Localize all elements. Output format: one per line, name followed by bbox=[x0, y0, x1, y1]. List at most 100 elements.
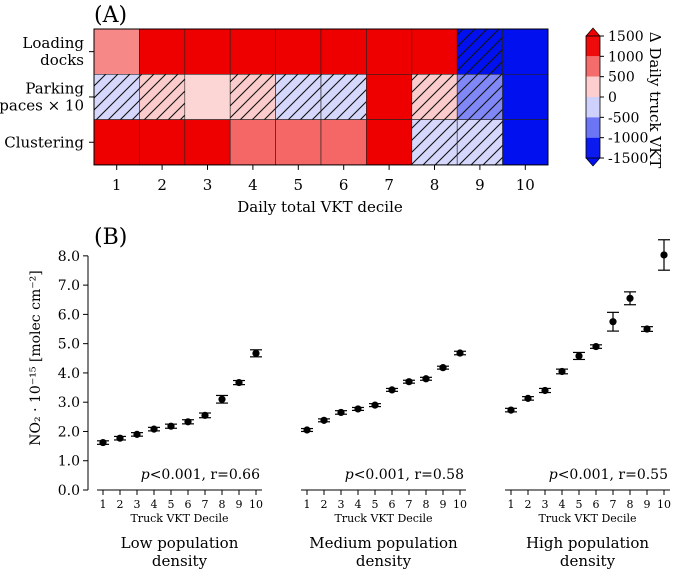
heatmap-cell-hatch bbox=[230, 74, 276, 120]
heatmap-row-label: docks bbox=[40, 51, 84, 69]
heatmap-column-label: 6 bbox=[339, 176, 349, 194]
x-axis-label: Truck VKT Decile bbox=[334, 512, 432, 525]
x-axis-tick-label: 1 bbox=[508, 498, 515, 511]
scatter-subplot: 1 2 3 4 5 6 7 8 9 10 Truck VKT Decile p<0.001, r=0.… bbox=[97, 349, 263, 569]
panel-b-label: (B) bbox=[94, 225, 127, 250]
x-axis-tick-label: 8 bbox=[423, 498, 430, 511]
heatmap-cell bbox=[366, 74, 413, 120]
x-axis-tick-label: 4 bbox=[559, 498, 566, 511]
x-axis-tick-label: 7 bbox=[406, 498, 413, 511]
y-axis-tick-label: 3.0 bbox=[58, 395, 80, 411]
heatmap-cell bbox=[366, 28, 413, 75]
colorbar-min-arrow bbox=[585, 157, 601, 167]
stat-value: <0.001, r=0.58 bbox=[354, 467, 464, 483]
data-point bbox=[252, 349, 260, 357]
data-point bbox=[116, 434, 124, 442]
data-point bbox=[643, 325, 651, 333]
y-axis-tick-label: 4.0 bbox=[58, 366, 80, 382]
heatmap-column-label: 8 bbox=[430, 176, 440, 194]
data-point bbox=[150, 425, 158, 433]
y-axis-tick-label: 5.0 bbox=[58, 337, 80, 353]
stat-value: <0.001, r=0.55 bbox=[558, 467, 668, 483]
stat-p-symbol: p bbox=[549, 467, 558, 483]
heatmap-cell bbox=[275, 28, 322, 75]
y-axis-tick-label: 8.0 bbox=[58, 249, 80, 265]
heatmap-cell bbox=[502, 74, 549, 120]
heatmap-cell-hatch bbox=[411, 119, 458, 165]
heatmap-cell bbox=[229, 119, 276, 166]
x-axis-tick-label: 10 bbox=[249, 498, 263, 511]
heatmap-cell-hatch bbox=[94, 74, 140, 120]
heatmap-column-label: 3 bbox=[203, 176, 213, 194]
data-point bbox=[133, 430, 141, 438]
colorbar-bin bbox=[586, 97, 600, 118]
colorbar-tick-label: 500 bbox=[608, 70, 635, 86]
colorbar-max-arrow bbox=[585, 27, 601, 37]
colorbar-tick-label: 1000 bbox=[608, 49, 644, 65]
data-point bbox=[235, 378, 243, 387]
data-point bbox=[439, 364, 447, 372]
x-axis-tick-label: 1 bbox=[100, 498, 107, 511]
data-point bbox=[575, 352, 583, 360]
data-point bbox=[609, 318, 617, 326]
subplot-title: Medium population bbox=[309, 534, 458, 552]
stat-p-symbol: p bbox=[141, 467, 150, 483]
subplot-title: Low population bbox=[121, 534, 239, 552]
heatmap-x-axis-label: Daily total VKT decile bbox=[237, 198, 403, 216]
data-point bbox=[405, 378, 413, 386]
stat-p-symbol: p bbox=[345, 467, 354, 483]
data-point bbox=[524, 394, 532, 402]
colorbar-bin bbox=[586, 56, 600, 77]
heatmap-row-label: Clustering bbox=[4, 133, 84, 151]
x-axis-tick-label: 6 bbox=[593, 498, 600, 511]
colorbar-tick-label: 1500 bbox=[608, 29, 644, 45]
data-point bbox=[388, 386, 396, 394]
y-axis-tick-label: 2.0 bbox=[58, 424, 80, 440]
y-axis-tick-label: 1.0 bbox=[58, 454, 80, 470]
x-axis-tick-label: 1 bbox=[304, 498, 311, 511]
data-point bbox=[184, 418, 192, 426]
data-point bbox=[167, 422, 175, 430]
heatmap-column-labels: 1 2 3 4 5 6 7 8 9 10 bbox=[112, 164, 535, 194]
heatmap-cell bbox=[411, 28, 458, 75]
scatter-y-axis-label: NO₂ · 10⁻¹⁵ [molec cm⁻²] bbox=[28, 270, 44, 445]
stat-annotation: p<0.001, r=0.66 bbox=[141, 467, 260, 483]
heatmap-cell-hatch bbox=[411, 74, 458, 120]
heatmap-column-label: 9 bbox=[475, 176, 485, 194]
data-point bbox=[558, 367, 566, 376]
subplot-title: density bbox=[560, 552, 616, 569]
x-axis-tick-label: 2 bbox=[117, 498, 124, 511]
colorbar-tick-label: -1500 bbox=[608, 151, 648, 167]
heatmap-cell-hatch bbox=[457, 119, 503, 165]
y-axis-tick-label: 6.0 bbox=[58, 307, 80, 323]
heatmap-cell bbox=[229, 28, 276, 75]
heatmap-cell-hatch bbox=[457, 74, 503, 120]
x-axis-tick-label: 7 bbox=[610, 498, 617, 511]
data-point bbox=[99, 438, 107, 447]
x-axis-tick-label: 2 bbox=[321, 498, 328, 511]
data-point bbox=[320, 416, 328, 424]
heatmap-column-label: 1 bbox=[112, 176, 122, 194]
heatmap-column-label: 10 bbox=[516, 176, 535, 194]
colorbar: 1500 1000 500 0 -500 -1000 -1500 bbox=[585, 27, 648, 167]
data-point bbox=[592, 342, 600, 351]
panel-a-label: (A) bbox=[94, 3, 127, 28]
stat-annotation: p<0.001, r=0.55 bbox=[549, 467, 668, 483]
data-point bbox=[201, 411, 209, 419]
subplot-title: High population bbox=[526, 534, 649, 552]
x-axis-label: Truck VKT Decile bbox=[130, 512, 228, 525]
panel-b: (B) NO₂ · 10⁻¹⁵ [molec cm⁻²] 0.0 1.0 2.0 3.… bbox=[28, 225, 671, 569]
y-axis: 0.0 1.0 2.0 3.0 4.0 5.0 6.0 7.0 8.0 bbox=[58, 249, 89, 499]
heatmap-cells bbox=[93, 28, 549, 166]
stat-annotation: p<0.001, r=0.58 bbox=[345, 467, 464, 483]
heatmap-column-label: 7 bbox=[384, 176, 394, 194]
x-axis-tick-label: 4 bbox=[151, 498, 158, 511]
data-point bbox=[218, 395, 226, 403]
colorbar-tick-label: -1000 bbox=[608, 131, 648, 147]
heatmap-cell bbox=[184, 74, 231, 120]
subplot-title: density bbox=[356, 552, 412, 569]
heatmap-cell-hatch bbox=[275, 74, 321, 120]
x-axis-tick-label: 10 bbox=[453, 498, 467, 511]
data-point bbox=[660, 251, 668, 259]
